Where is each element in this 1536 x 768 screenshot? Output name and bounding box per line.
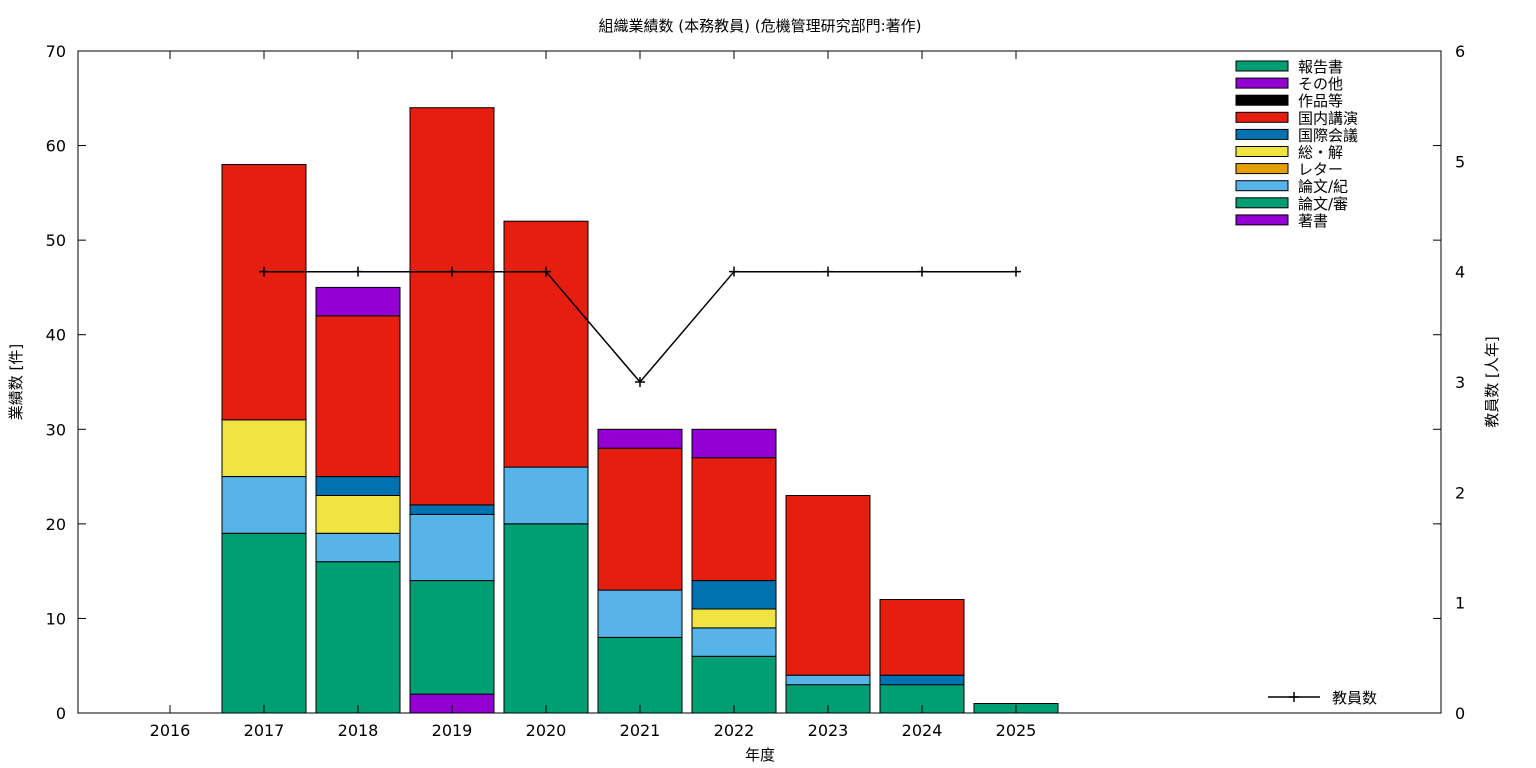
y2-tick-label: 5: [1455, 152, 1465, 171]
legend-label: 論文/審: [1298, 195, 1348, 213]
y2-tick-label: 4: [1455, 263, 1465, 282]
x-tick-label: 2022: [714, 721, 755, 740]
line-point: [353, 267, 363, 277]
y-tick-label: 0: [56, 704, 66, 723]
legend-swatch: [1236, 164, 1288, 174]
y2-axis-ticks: 0 1 2 3 4 5 6: [1455, 42, 1465, 723]
legend-swatch: [1236, 198, 1288, 208]
bar-segment: [692, 458, 776, 581]
bar-segment: [316, 496, 400, 534]
y2-tick-label: 3: [1455, 373, 1465, 392]
legend-swatch: [1236, 215, 1288, 225]
x-tick-label: 2016: [150, 721, 191, 740]
line-legend: 教員数: [1268, 689, 1377, 707]
bar-segment: [316, 562, 400, 713]
legend-swatch: [1236, 95, 1288, 105]
bar-segment: [692, 656, 776, 713]
bar-segment: [316, 477, 400, 496]
legend-label: その他: [1298, 75, 1343, 93]
bar-segment: [598, 448, 682, 590]
x-tick-label: 2017: [244, 721, 285, 740]
legend-label: 著書: [1298, 212, 1328, 230]
x-axis-label: 年度: [745, 746, 775, 764]
legend-label: 報告書: [1298, 58, 1343, 76]
bar-segment: [222, 420, 306, 477]
bar-segment: [410, 505, 494, 515]
bar-stacks: [222, 108, 1058, 713]
bar-segment: [504, 524, 588, 713]
y-tick-label: 30: [46, 420, 66, 439]
bar-segment: [504, 467, 588, 524]
bar-segment: [786, 496, 870, 676]
legend-swatch: [1236, 78, 1288, 88]
bar-segment: [692, 628, 776, 656]
bar-segment: [786, 675, 870, 685]
bar-segment: [880, 600, 964, 676]
bar-segment: [222, 477, 306, 534]
legend-swatch: [1236, 181, 1288, 191]
bar-segment: [598, 429, 682, 448]
x-tick-label: 2025: [996, 721, 1037, 740]
x-tick-label: 2020: [526, 721, 567, 740]
bar-segment: [598, 590, 682, 637]
y2-tick-label: 2: [1455, 483, 1465, 502]
y-tick-label: 60: [46, 137, 66, 156]
legend-swatch: [1236, 147, 1288, 157]
legend-label: 論文/紀: [1298, 178, 1348, 196]
y2-tick-label: 1: [1455, 594, 1465, 613]
bar-segment: [598, 637, 682, 713]
y-tick-label: 10: [46, 609, 66, 628]
y2-tick-label: 0: [1455, 704, 1465, 723]
y2-tick-label: 6: [1455, 42, 1465, 61]
y-axis-label: 業績数 [件]: [7, 344, 25, 420]
bar-segment: [316, 316, 400, 477]
bar-segment: [222, 533, 306, 713]
line-point: [1011, 267, 1021, 277]
line-point: [917, 267, 927, 277]
legend-label: 国内講演: [1298, 109, 1358, 127]
chart-title: 組織業績数 (本務教員) (危機管理研究部門:著作): [598, 17, 921, 35]
legend-line-marker: [1289, 692, 1299, 702]
bar-segment: [316, 533, 400, 561]
bar-segment: [880, 675, 964, 685]
y-tick-label: 50: [46, 231, 66, 250]
y2-axis-label: 教員数 [人年]: [1483, 336, 1501, 427]
x-tick-label: 2019: [432, 721, 473, 740]
legend-swatch: [1236, 112, 1288, 122]
bar-segment: [504, 221, 588, 467]
y-tick-label: 70: [46, 42, 66, 61]
x-tick-label: 2024: [902, 721, 943, 740]
bar-segment: [222, 165, 306, 420]
bar-segment: [316, 287, 400, 315]
bar-segment: [692, 609, 776, 628]
bar-segment: [410, 108, 494, 505]
legend-label: 国際会議: [1298, 126, 1358, 144]
x-tick-label: 2023: [808, 721, 849, 740]
line-point: [823, 267, 833, 277]
legend-label: 総・解: [1298, 144, 1343, 162]
legend-label: 作品等: [1298, 92, 1343, 110]
bar-segment: [410, 581, 494, 695]
x-tick-label: 2018: [338, 721, 379, 740]
legend-label: レター: [1298, 161, 1343, 179]
x-tick-label: 2021: [620, 721, 661, 740]
y-tick-label: 40: [46, 326, 66, 345]
legend-line-label: 教員数: [1332, 689, 1377, 707]
y-tick-label: 20: [46, 515, 66, 534]
legend-swatch: [1236, 129, 1288, 139]
bar-segment: [692, 429, 776, 457]
bar-segment: [410, 514, 494, 580]
legend-swatch: [1236, 61, 1288, 71]
bar-segment: [692, 581, 776, 609]
